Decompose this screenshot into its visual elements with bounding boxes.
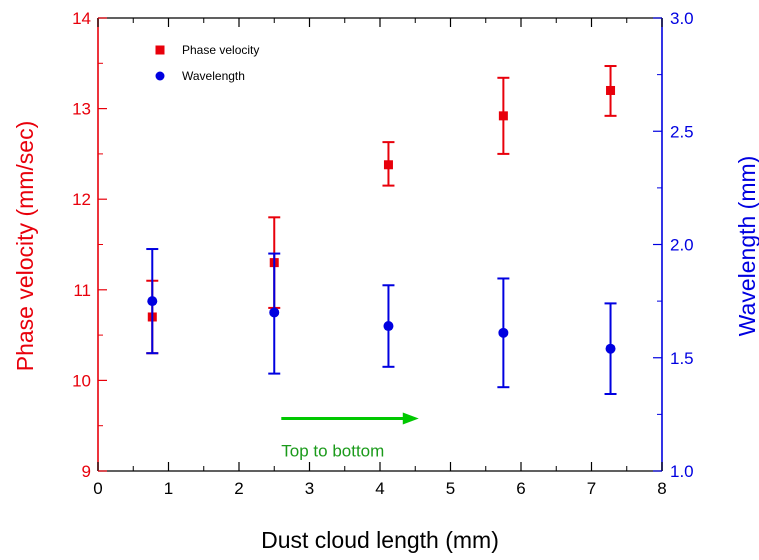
- annotation: Top to bottom: [281, 412, 419, 460]
- wavelength-point: [147, 296, 158, 307]
- x-tick-label: 6: [516, 479, 525, 498]
- data-marks: [146, 65, 617, 395]
- x-tick-label: 7: [587, 479, 596, 498]
- legend-label-phase-velocity: Phase velocity: [182, 43, 259, 57]
- left-y-tick-label: 10: [72, 371, 91, 390]
- phase-velocity-point: [498, 111, 508, 121]
- x-tick-label: 3: [305, 479, 314, 498]
- right-y-axis-title: Wavelength (mm): [734, 156, 759, 337]
- right-y-tick-label: 1.5: [670, 349, 694, 368]
- wavelength-point: [269, 307, 280, 318]
- legend-label-wavelength: Wavelength: [182, 69, 245, 83]
- x-tick-label: 2: [234, 479, 243, 498]
- phase-velocity-point: [606, 85, 616, 95]
- left-y-tick-label: 13: [72, 100, 91, 119]
- legend-marker-wavelength: [155, 71, 165, 81]
- x-tick-label: 5: [446, 479, 455, 498]
- axes: [97, 17, 663, 472]
- x-tick-label: 4: [375, 479, 384, 498]
- annotation-arrow-head: [402, 412, 419, 425]
- x-tick-label: 0: [93, 479, 102, 498]
- left-y-tick-label: 12: [72, 190, 91, 209]
- right-y-tick-label: 1.0: [670, 462, 694, 481]
- wavelength-point: [498, 327, 509, 338]
- right-y-tick-label: 3.0: [670, 9, 694, 28]
- left-y-tick-label: 9: [82, 462, 91, 481]
- left-y-tick-label: 11: [73, 281, 91, 300]
- legend-marker-phase-velocity: [155, 45, 165, 55]
- x-tick-label: 1: [164, 479, 173, 498]
- x-axis-title: Dust cloud length (mm): [261, 527, 499, 553]
- phase-velocity-point: [383, 160, 393, 170]
- left-y-axis-title: Phase velocity (mm/sec): [12, 121, 38, 372]
- right-y-tick-label: 2.5: [670, 122, 694, 141]
- wavelength-point: [383, 321, 394, 332]
- left-y-tick-label: 14: [72, 9, 91, 28]
- wavelength-point: [605, 343, 616, 354]
- right-y-tick-label: 2.0: [670, 236, 694, 255]
- x-tick-label: 8: [657, 479, 666, 498]
- annotation-text: Top to bottom: [281, 441, 384, 460]
- legend: Phase velocity Wavelength: [155, 43, 259, 83]
